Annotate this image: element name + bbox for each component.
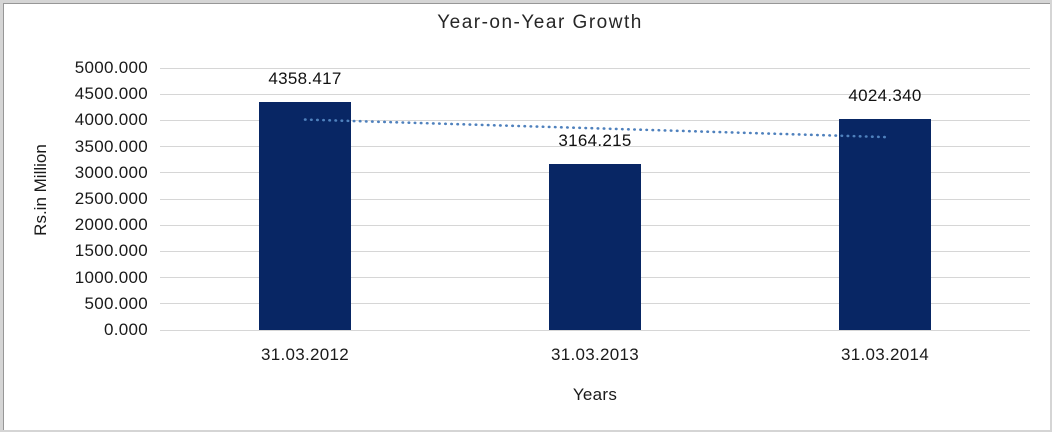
y-axis-title: Rs.in Million: [31, 144, 50, 236]
y-tick-label: 4500.000: [74, 84, 148, 104]
trendline: [303, 118, 887, 139]
data-label-31.03.2014: 4024.340: [848, 86, 922, 106]
y-tick-label: 5000.000: [74, 58, 148, 77]
bar-31.03.2014: [839, 119, 931, 330]
y-tick-label: 2000.000: [74, 215, 148, 235]
gridline-0.000: [160, 329, 1030, 331]
y-tick-label: 2500.000: [74, 189, 148, 208]
data-label-31.03.2013: 3164.215: [558, 131, 632, 151]
y-tick-label: 0.000: [103, 320, 148, 339]
y-tick-label: 1000.000: [74, 267, 148, 287]
x-category-label: 31.03.2012: [260, 345, 350, 364]
plot-area: [160, 67, 1030, 331]
gridline-5000.000: [160, 67, 1030, 69]
y-tick-label: 500.000: [84, 293, 148, 313]
x-axis-title: Years: [572, 385, 618, 404]
trendline-path: [303, 118, 887, 139]
bar-31.03.2012: [259, 101, 351, 330]
y-tick-label: 1500.000: [74, 241, 148, 261]
bar-31.03.2013: [549, 164, 641, 330]
data-label-31.03.2012: 4358.417: [268, 68, 342, 88]
x-category-label: 31.03.2014: [840, 345, 930, 364]
gridline-4000.000: [160, 119, 1030, 121]
y-tick-label: 4000.000: [74, 110, 148, 130]
y-tick-label: 3500.000: [74, 136, 148, 156]
gridline-3500.000: [160, 146, 1030, 148]
x-category-label: 31.03.2013: [550, 345, 640, 364]
y-tick-label: 3000.000: [74, 162, 148, 182]
chart-title: Year-on-Year Growth: [437, 12, 643, 33]
gridline-4500.000: [160, 93, 1030, 95]
